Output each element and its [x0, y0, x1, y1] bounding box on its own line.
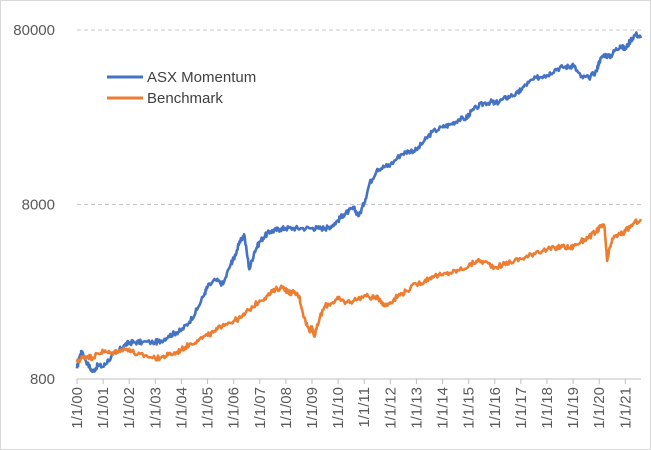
x-tick-label: 1/1/05 — [200, 387, 217, 429]
x-tick-label: 1/1/18 — [539, 387, 556, 429]
x-tick-label: 1/1/15 — [461, 387, 478, 429]
series-line-asx-momentum — [75, 31, 643, 374]
x-tick-label: 1/1/09 — [304, 387, 321, 429]
x-tick-label: 1/1/06 — [226, 387, 243, 429]
y-tick-label: 80000 — [13, 22, 55, 39]
x-tick-label: 1/1/07 — [252, 387, 269, 429]
x-tick-label: 1/1/10 — [330, 387, 347, 429]
legend-label: Benchmark — [147, 90, 223, 107]
y-tick-label: 800 — [30, 371, 55, 388]
legend-label: ASX Momentum — [147, 69, 256, 86]
x-tick-label: 1/1/12 — [382, 387, 399, 429]
legend: ASX Momentum Benchmark — [107, 69, 256, 107]
y-tick-label: 8000 — [22, 197, 55, 214]
x-tick-label: 1/1/20 — [591, 387, 608, 429]
x-tick-label: 1/1/17 — [513, 387, 530, 429]
x-tick-label: 1/1/08 — [278, 387, 295, 429]
x-axis: 1/1/00 1/1/01 1/1/02 1/1/03 1/1/04 1/1/05 1/1/… — [69, 378, 641, 429]
series-line-benchmark — [75, 218, 643, 364]
x-tick-label: 1/1/13 — [408, 387, 425, 429]
x-tick-label: 1/1/19 — [565, 387, 582, 429]
x-tick-label: 1/1/00 — [69, 387, 86, 429]
x-tick-label: 1/1/14 — [435, 387, 452, 429]
x-tick-label: 1/1/04 — [173, 387, 190, 429]
x-tick-label: 1/1/11 — [356, 387, 373, 428]
x-tick-label: 1/1/21 — [617, 387, 634, 429]
x-tick-label: 1/1/16 — [487, 387, 504, 429]
y-axis: 800 8000 80000 — [13, 22, 55, 388]
x-tick-label: 1/1/03 — [147, 387, 164, 429]
x-tick-label: 1/1/01 — [95, 387, 112, 429]
series-lines — [75, 31, 643, 374]
x-tick-label: 1/1/02 — [121, 387, 138, 429]
gridlines — [77, 29, 641, 205]
